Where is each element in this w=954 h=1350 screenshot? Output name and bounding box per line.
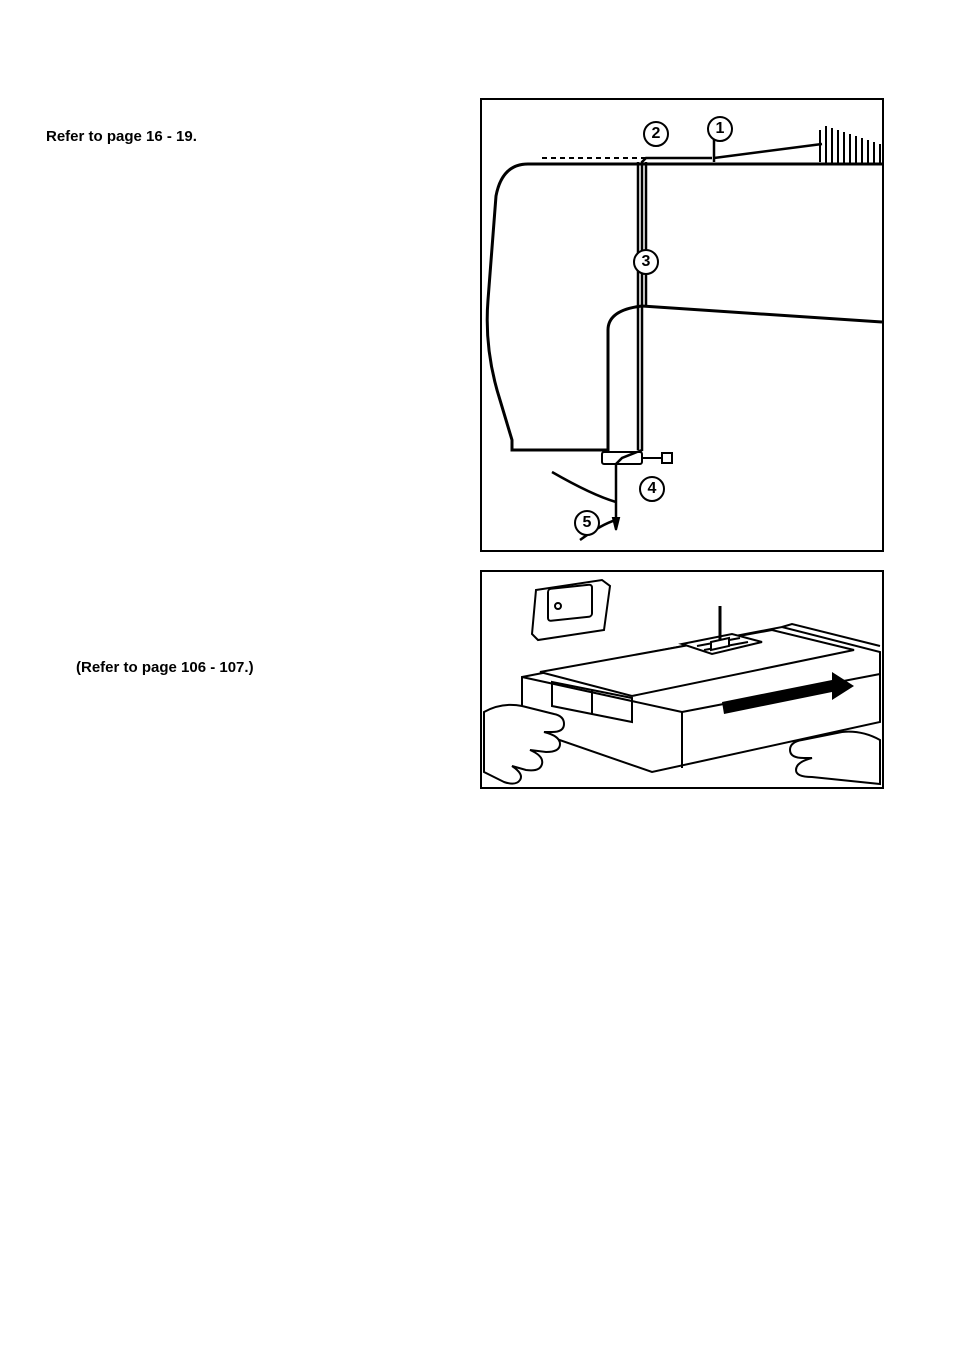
figure-threading-diagram: 1 2 3 4 5 bbox=[480, 98, 884, 552]
reference-text-1: Refer to page 16 - 19. bbox=[46, 128, 197, 145]
threading-svg bbox=[482, 100, 882, 550]
callout-1: 1 bbox=[707, 116, 733, 142]
reference-text-2: (Refer to page 106 - 107.) bbox=[76, 659, 254, 676]
callout-3: 3 bbox=[633, 249, 659, 275]
callout-2: 2 bbox=[643, 121, 669, 147]
arm-removal-svg bbox=[482, 572, 882, 787]
callout-5: 5 bbox=[574, 510, 600, 536]
figure-arm-removal bbox=[480, 570, 884, 789]
callout-4: 4 bbox=[639, 476, 665, 502]
